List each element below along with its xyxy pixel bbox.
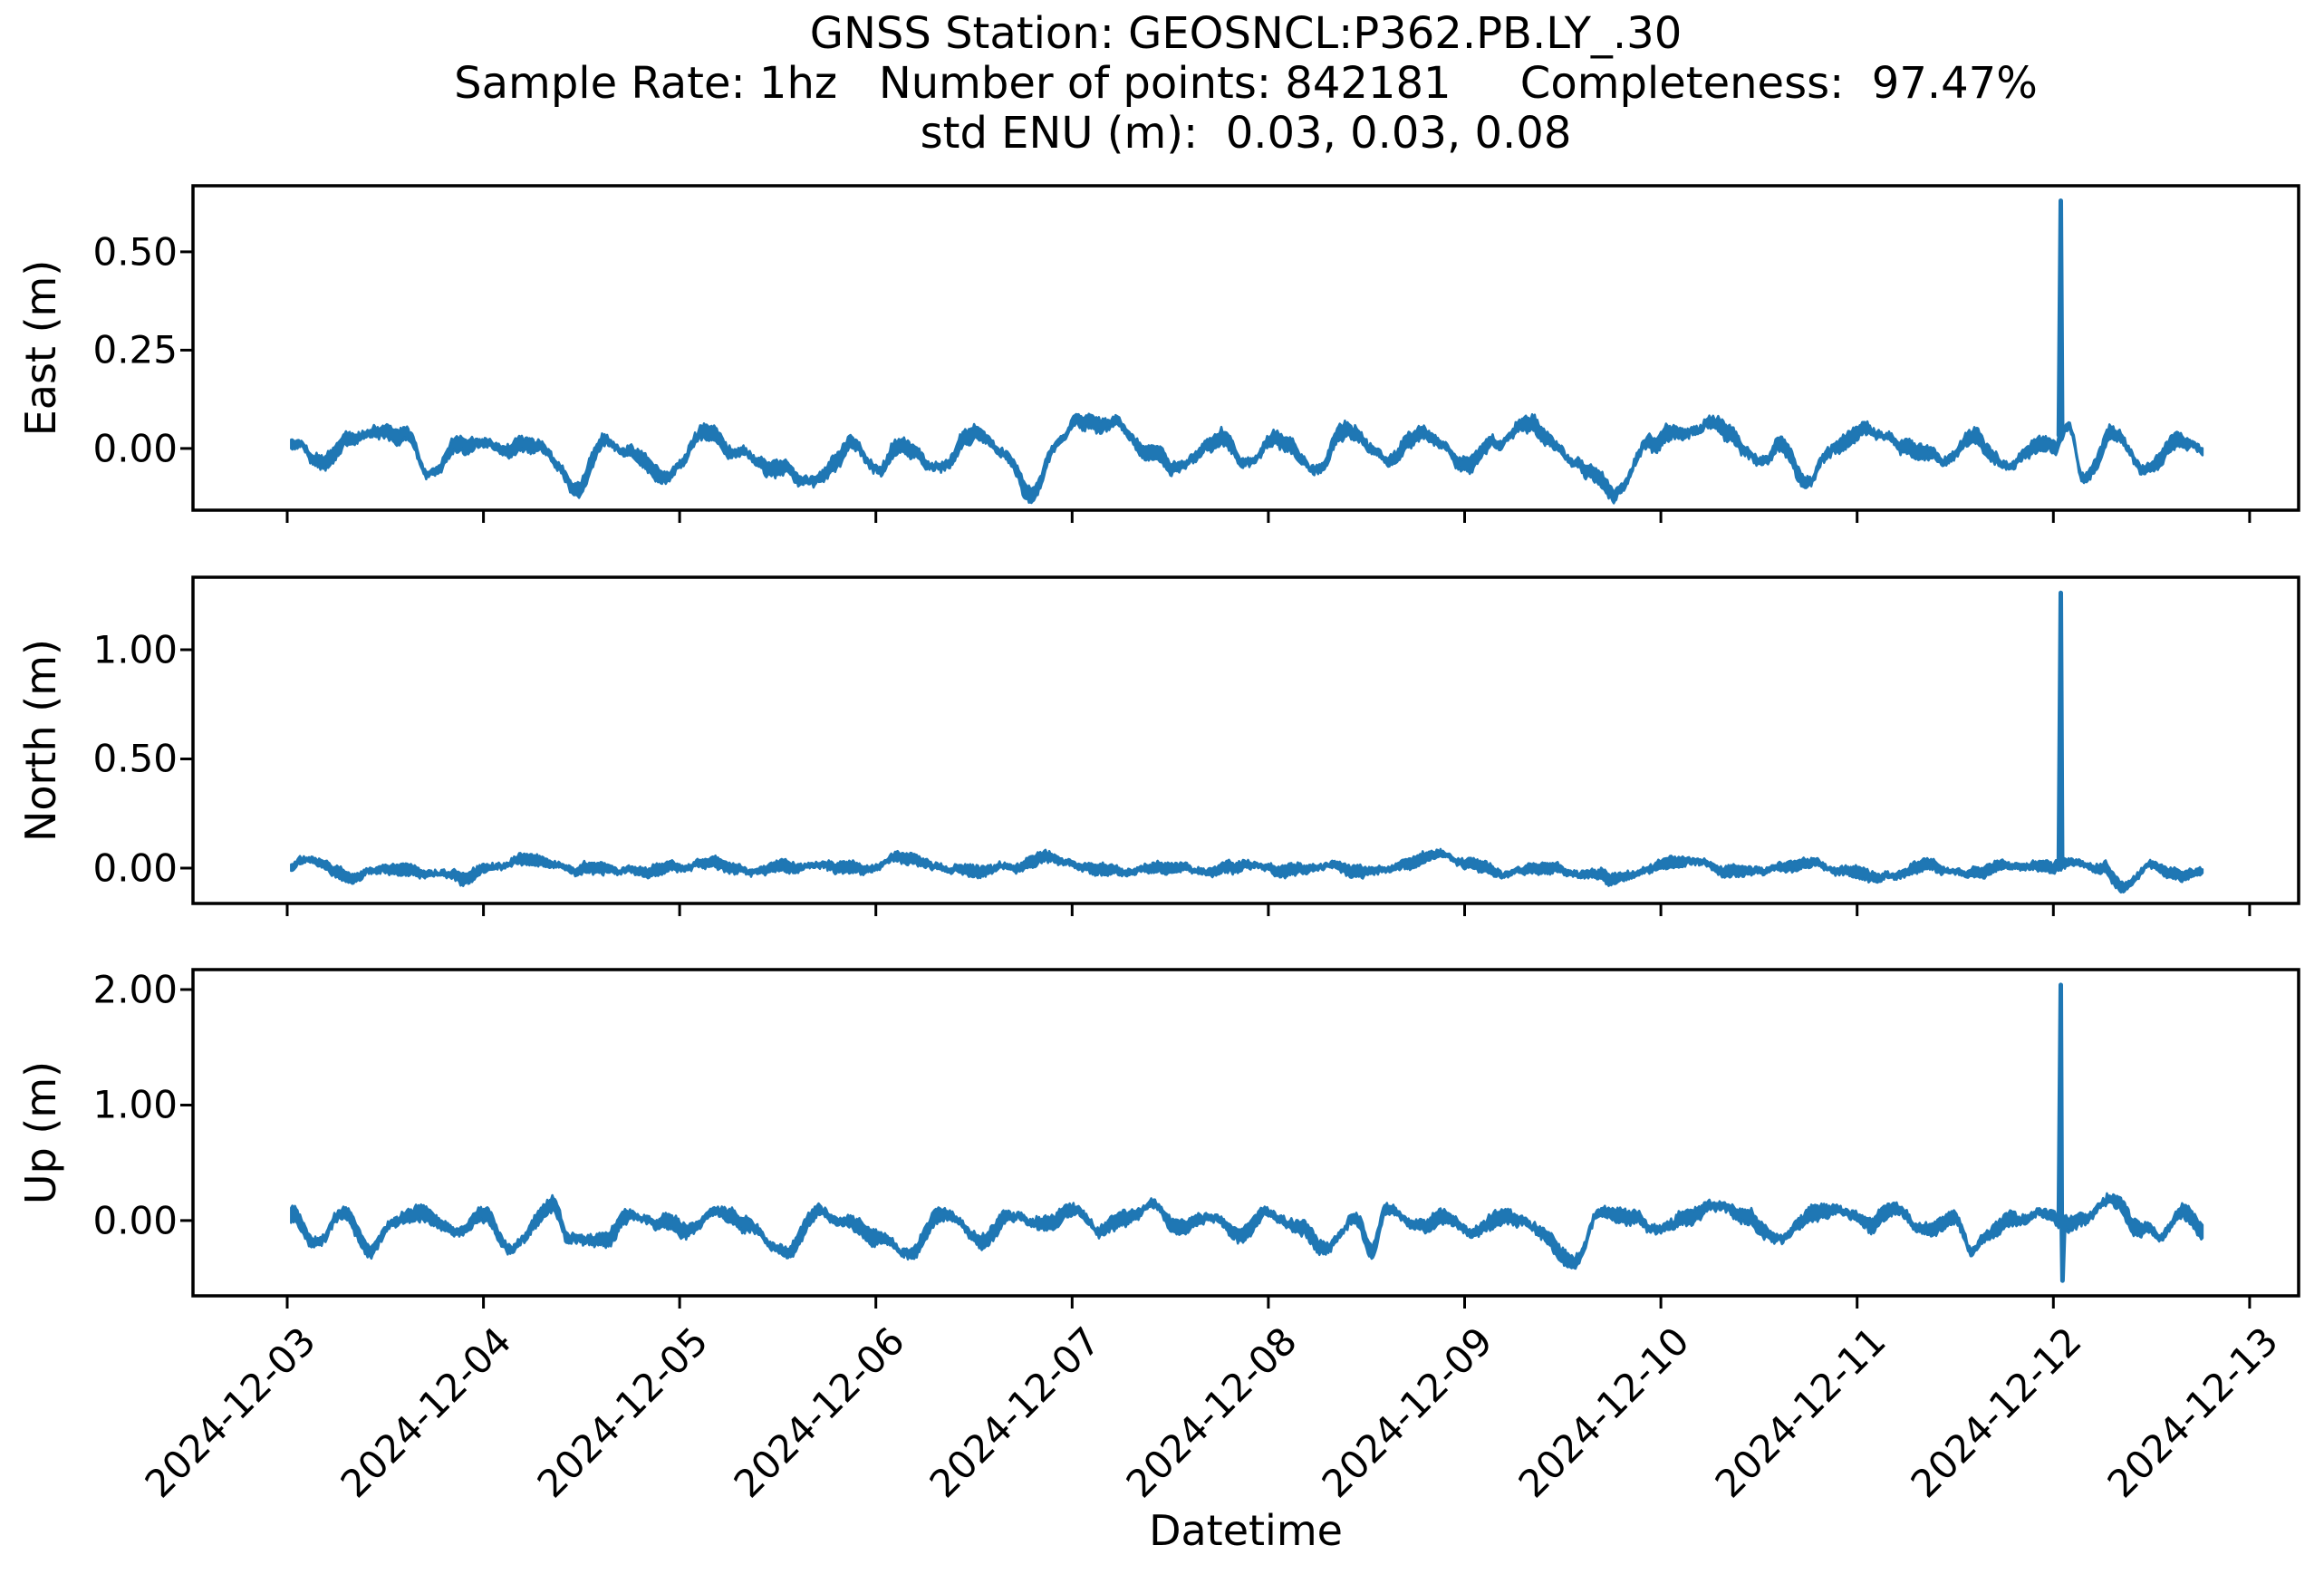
- y-tick-label: 0.00: [92, 1198, 178, 1243]
- y-tick-label: 0.00: [92, 845, 178, 891]
- figure-title: GNSS Station: GEOSNCL:P362.PB.LY_.30 Sam…: [193, 9, 2299, 159]
- x-axis-label: Datetime: [1149, 1506, 1343, 1555]
- title-line-station: GNSS Station: GEOSNCL:P362.PB.LY_.30: [809, 8, 1683, 59]
- north-series-band: [290, 847, 2204, 894]
- y-axis-label-east: East (m): [16, 259, 65, 437]
- y-tick-label: 2.00: [92, 967, 178, 1012]
- title-line-stats: Sample Rate: 1hz Number of points: 84218…: [454, 58, 2038, 109]
- east-series-band: [290, 412, 2204, 505]
- up-axes-frame: [191, 968, 2300, 1298]
- east-axes-frame: [191, 184, 2300, 512]
- north-axes-frame: [191, 575, 2300, 905]
- y-tick-label: 1.00: [92, 1082, 178, 1127]
- y-tick-label: 0.50: [92, 229, 178, 275]
- y-tick-label: 0.50: [92, 736, 178, 781]
- y-axis-label-north: North (m): [16, 639, 65, 842]
- y-axis-label-up: Up (m): [16, 1060, 65, 1205]
- east-series-spike: [2056, 198, 2065, 438]
- up-series-spike: [2056, 982, 2067, 1283]
- north-series-spike: [2056, 590, 2065, 868]
- y-tick-label: 0.25: [92, 327, 178, 372]
- y-tick-label: 1.00: [92, 627, 178, 672]
- title-line-std: std ENU (m): 0.03, 0.03, 0.08: [920, 108, 1572, 159]
- up-series-band: [290, 1192, 2204, 1270]
- y-tick-label: 0.00: [92, 426, 178, 471]
